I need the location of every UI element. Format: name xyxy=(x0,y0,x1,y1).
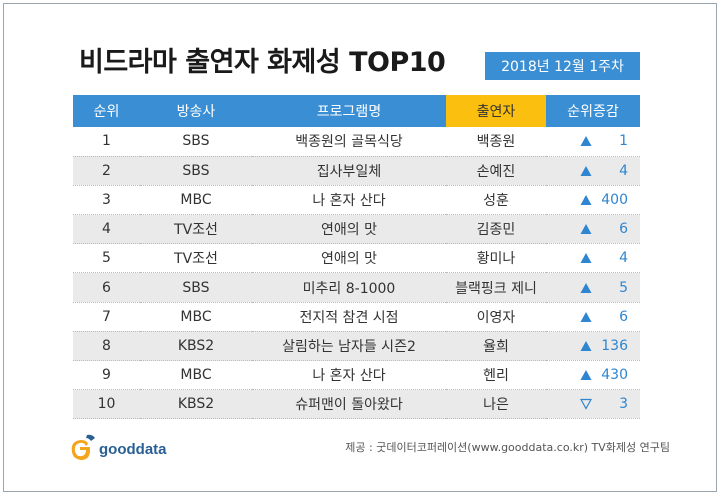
source-credit: 제공 : 굿데이터코퍼레이션(www.gooddata.co.kr) TV화제성… xyxy=(345,441,670,454)
cell-rank-change: 4 xyxy=(546,243,640,274)
rank-change-value: 4 xyxy=(619,162,628,179)
cell-cast: 성훈 xyxy=(446,185,546,216)
cell-channel: MBC xyxy=(140,302,252,332)
cell-program: 전지적 참견 시점 xyxy=(252,302,446,332)
rank-change-value: 3 xyxy=(619,396,628,413)
cell-program: 살림하는 남자들 시즌2 xyxy=(252,331,446,362)
rank-change-value: 6 xyxy=(619,308,628,325)
cell-rank-change: 6 xyxy=(546,214,640,245)
table-row: 1 SBS 백종원의 골목식당 백종원 1 xyxy=(73,127,640,157)
cell-rank-change: 5 xyxy=(546,272,640,303)
cell-cast: 손예진 xyxy=(446,156,546,186)
cell-cast: 김종민 xyxy=(446,214,546,245)
cell-channel: MBC xyxy=(140,360,252,391)
rank-change-value: 5 xyxy=(619,279,628,296)
cell-rank: 5 xyxy=(73,243,140,274)
cell-rank: 3 xyxy=(73,185,140,216)
cell-rank: 1 xyxy=(73,127,140,157)
rank-change-value: 430 xyxy=(601,367,628,384)
table-row: 4 TV조선 연애의 맛 김종민 6 xyxy=(73,214,640,245)
cell-program: 슈퍼맨이 돌아왔다 xyxy=(252,389,446,420)
triangle-up-icon xyxy=(580,370,592,381)
triangle-up-icon xyxy=(580,194,592,205)
page-title: 비드라마 출연자 화제성 TOP10 xyxy=(79,47,446,78)
cell-rank: 4 xyxy=(73,214,140,245)
cell-cast: 블랙핑크 제니 xyxy=(446,272,546,303)
table-row: 10 KBS2 슈퍼맨이 돌아왔다 나은 3 xyxy=(73,389,640,420)
triangle-up-icon xyxy=(580,253,592,264)
ranking-table: 순위 방송사 프로그램명 출연자 순위증감 1 SBS 백종원의 골목식당 백종원 1 2… xyxy=(73,95,640,420)
cell-program: 미추리 8-1000 xyxy=(252,272,446,303)
table-row: 9 MBC 나 혼자 산다 헨리 430 xyxy=(73,360,640,391)
cell-program: 집사부일체 xyxy=(252,156,446,186)
cell-cast: 백종원 xyxy=(446,127,546,157)
cell-channel: KBS2 xyxy=(140,389,252,420)
cell-rank: 8 xyxy=(73,331,140,362)
gooddata-logo-icon xyxy=(71,434,95,460)
cell-cast: 나은 xyxy=(446,389,546,420)
table-row: 7 MBC 전지적 참견 시점 이영자 6 xyxy=(73,302,640,332)
cell-rank-change: 430 xyxy=(546,360,640,391)
cell-cast: 율희 xyxy=(446,331,546,362)
triangle-up-icon xyxy=(580,224,592,235)
header-program: 프로그램명 xyxy=(252,95,446,127)
table-header-row: 순위 방송사 프로그램명 출연자 순위증감 xyxy=(73,95,640,127)
header-rank: 순위 xyxy=(73,95,140,127)
cell-program: 연애의 맛 xyxy=(252,243,446,274)
cell-program: 나 혼자 산다 xyxy=(252,185,446,216)
table-row: 6 SBS 미추리 8-1000 블랙핑크 제니 5 xyxy=(73,272,640,303)
cell-rank: 2 xyxy=(73,156,140,186)
header-change: 순위증감 xyxy=(546,95,640,127)
cell-rank-change: 400 xyxy=(546,185,640,216)
triangle-up-icon xyxy=(580,282,592,293)
cell-rank-change: 6 xyxy=(546,302,640,332)
triangle-up-icon xyxy=(580,165,592,176)
cell-program: 연애의 맛 xyxy=(252,214,446,245)
cell-rank-change: 4 xyxy=(546,156,640,186)
cell-cast: 황미나 xyxy=(446,243,546,274)
cell-channel: TV조선 xyxy=(140,243,252,274)
cell-channel: TV조선 xyxy=(140,214,252,245)
rank-change-value: 136 xyxy=(601,337,628,354)
cell-rank: 7 xyxy=(73,302,140,332)
date-badge: 2018년 12월 1주차 xyxy=(485,52,640,80)
rank-change-value: 1 xyxy=(619,133,628,150)
brand-name: gooddata xyxy=(99,440,167,458)
cell-rank: 10 xyxy=(73,389,140,420)
cell-channel: KBS2 xyxy=(140,331,252,362)
cell-channel: SBS xyxy=(140,127,252,157)
rank-change-value: 4 xyxy=(619,250,628,267)
triangle-up-icon xyxy=(580,136,592,147)
header-cast: 출연자 xyxy=(446,95,546,127)
cell-rank-change: 1 xyxy=(546,127,640,157)
cell-rank: 6 xyxy=(73,272,140,303)
cell-rank-change: 3 xyxy=(546,389,640,420)
rank-change-value: 6 xyxy=(619,221,628,238)
triangle-up-icon xyxy=(580,340,592,351)
triangle-up-icon xyxy=(580,311,592,322)
cell-rank: 9 xyxy=(73,360,140,391)
triangle-down-icon xyxy=(580,399,592,411)
brand-logo: gooddata xyxy=(69,433,167,461)
table-row: 8 KBS2 살림하는 남자들 시즌2 율희 136 xyxy=(73,331,640,362)
cell-program: 나 혼자 산다 xyxy=(252,360,446,391)
table-row: 2 SBS 집사부일체 손예진 4 xyxy=(73,156,640,186)
cell-cast: 이영자 xyxy=(446,302,546,332)
cell-channel: MBC xyxy=(140,185,252,216)
header-channel: 방송사 xyxy=(140,95,252,127)
rank-change-value: 400 xyxy=(601,191,628,208)
table-row: 3 MBC 나 혼자 산다 성훈 400 xyxy=(73,185,640,216)
cell-channel: SBS xyxy=(140,156,252,186)
table-body: 1 SBS 백종원의 골목식당 백종원 1 2 SBS 집사부일체 손예진 4 3 MBC 나 혼자 산… xyxy=(73,127,640,420)
cell-cast: 헨리 xyxy=(446,360,546,391)
table-row: 5 TV조선 연애의 맛 황미나 4 xyxy=(73,243,640,274)
cell-channel: SBS xyxy=(140,272,252,303)
cell-rank-change: 136 xyxy=(546,331,640,362)
cell-program: 백종원의 골목식당 xyxy=(252,127,446,157)
